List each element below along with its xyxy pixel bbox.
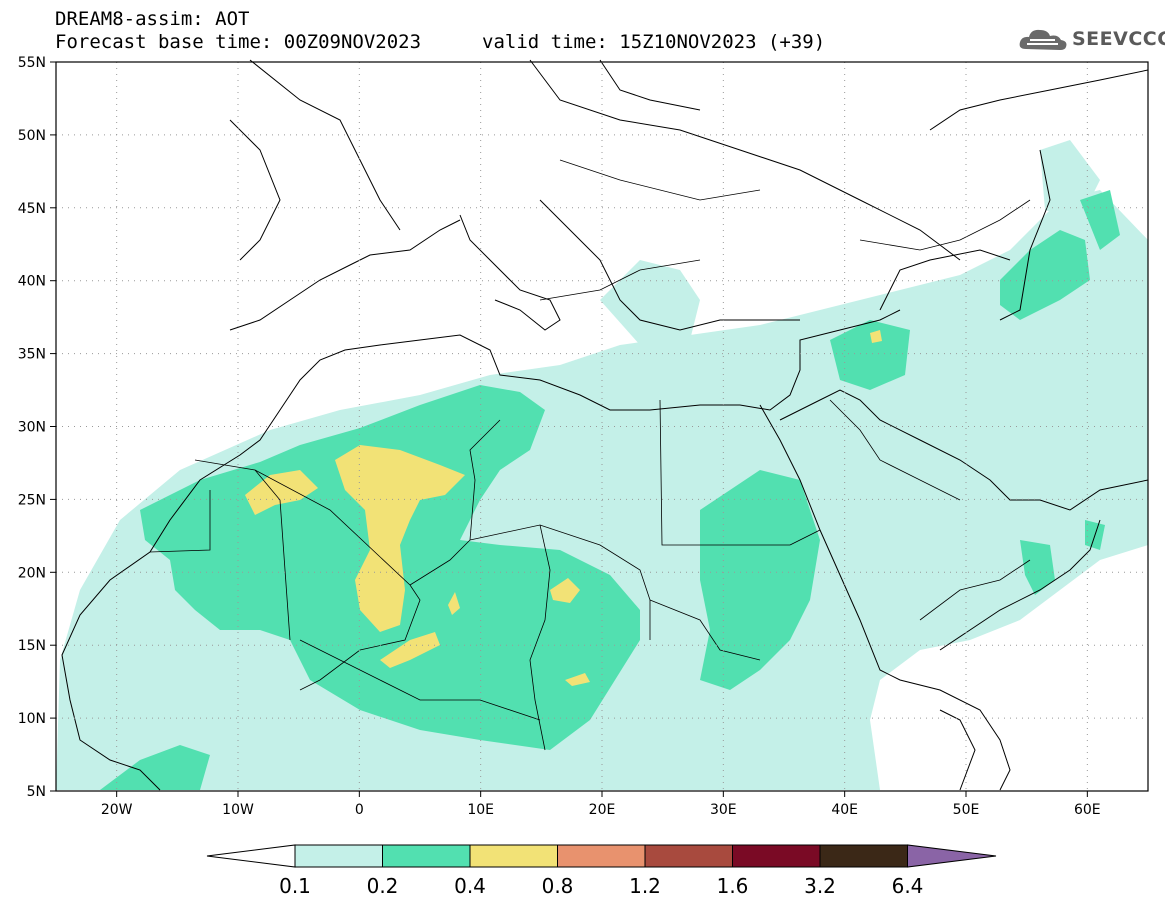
lon-tick-label: 0 [355,802,364,818]
lon-tick-label: 10W [222,802,254,818]
lon-tick-label: 10E [467,802,494,818]
coastline-layer [61,59,1149,791]
lon-tick-label: 50E [953,802,980,818]
lat-tick-label: 10N [18,711,46,727]
colorbar-label: 0.1 [279,874,311,898]
lat-tick-label: 40N [18,274,46,290]
colorbar-bin [469,844,558,868]
lat-tick-label: 20N [18,565,46,581]
lat-tick-label: 30N [18,420,46,436]
lat-tick-label: 15N [18,638,46,654]
colorbar-low-arrow [206,844,296,868]
cloud-icon [1019,29,1067,50]
colorbar-label: 0.4 [454,874,486,898]
colorbar-label: 1.2 [629,874,661,898]
border-layer [149,159,1031,751]
colorbar-bin [382,844,471,868]
lon-tick-label: 20W [101,802,133,818]
colorbar-bin [819,844,908,868]
colorbar-bin [644,844,733,868]
lat-tick-label: 55N [18,55,46,71]
colorbar-high-arrow [907,844,997,868]
map-frame [55,61,1149,792]
seevccc-logo: SEEVCCC [1018,25,1165,55]
lon-tick-label: 60E [1074,802,1101,818]
map-title: DREAM8-assim: AOT [55,8,250,30]
logo-text: SEEVCCC [1072,28,1165,50]
colorbar-label: 0.8 [542,874,574,898]
aot-shading-layer [56,140,1148,790]
lat-tick-label: 35N [18,347,46,363]
valid-time: valid time: 15Z10NOV2023 (+39) [482,31,826,53]
colorbar-label: 1.6 [717,874,749,898]
axis-ticks: 20W 10W 0 10E 20E 30E 40E 50E 60E 5N 10N 15N 20N 25N 3… [18,55,1101,818]
lat-tick-label: 5N [27,784,46,800]
colorbar-label: 3.2 [804,874,836,898]
lon-tick-label: 30E [710,802,737,818]
colorbar-bin [557,844,646,868]
lon-tick-label: 40E [831,802,858,818]
lon-tick-label: 20E [589,802,616,818]
colorbar-bin [294,844,383,868]
colorbar-bin [732,844,821,868]
lat-tick-label: 45N [18,201,46,217]
colorbar: 0.1 0.2 0.4 0.8 1.2 1.6 3.2 6.4 [206,844,997,898]
forecast-base-time: Forecast base time: 00Z09NOV2023 [55,31,422,53]
lat-tick-label: 50N [18,128,46,144]
aot-shade-0.4-0.8 [245,330,882,686]
colorbar-label: 6.4 [892,874,924,898]
lat-tick-label: 25N [18,492,46,508]
colorbar-label: 0.2 [367,874,399,898]
